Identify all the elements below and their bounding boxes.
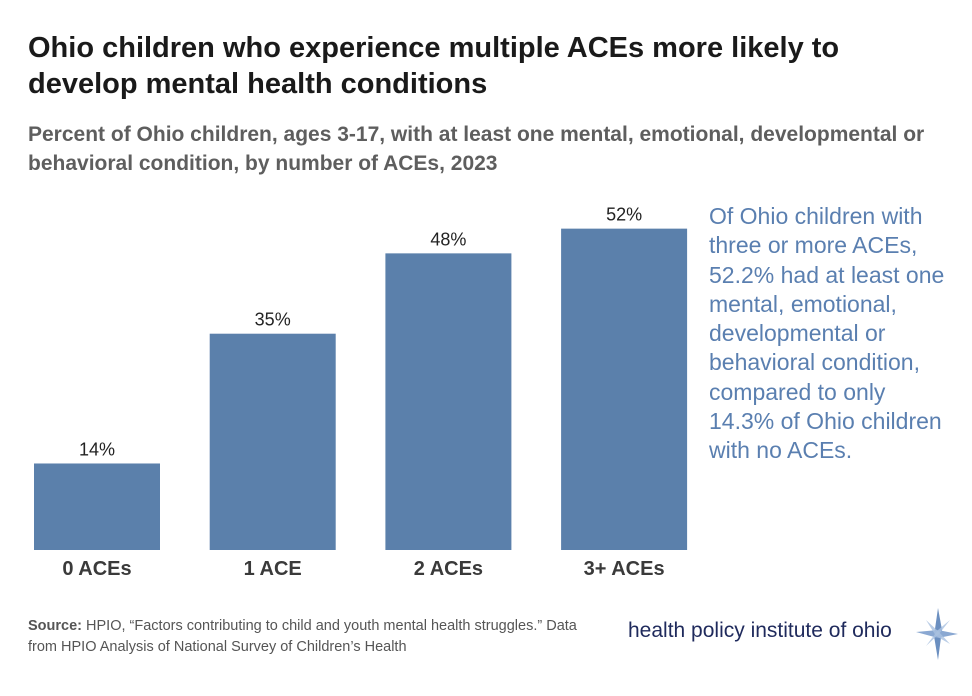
chart-title: Ohio children who experience multiple AC… [28,32,840,100]
data-label: 48% [430,229,466,249]
category-label: 0 ACEs [62,558,131,580]
data-label: 14% [79,439,115,459]
source-note: Source: HPIO, “Factors contributing to c… [28,616,608,658]
bar-1 [209,333,336,550]
logo-text: health policy institute of ohio [628,619,892,642]
category-label: 2 ACEs [414,558,483,580]
data-label: 35% [255,310,291,330]
category-label: 3+ ACEs [584,558,665,580]
compass-star-icon [916,608,958,660]
data-label: 52% [606,205,642,225]
hpio-logo: health policy institute of ohio [628,606,958,662]
bar-0 [34,463,160,550]
bar-2 [385,253,512,551]
callout-note: Of Ohio children with three or more ACEs… [709,203,945,464]
bar-chart: 14% 0 ACEs 35% 1 ACE 48% 2 ACEs 52% 3+ ACEs [34,205,688,580]
source-text: HPIO, “Factors contributing to child and… [28,618,577,655]
category-label: 1 ACE [244,558,302,580]
source-label: Source: [28,618,82,634]
bar-3 [561,228,688,550]
chart-subtitle: Percent of Ohio children, ages 3-17, wit… [28,123,925,175]
